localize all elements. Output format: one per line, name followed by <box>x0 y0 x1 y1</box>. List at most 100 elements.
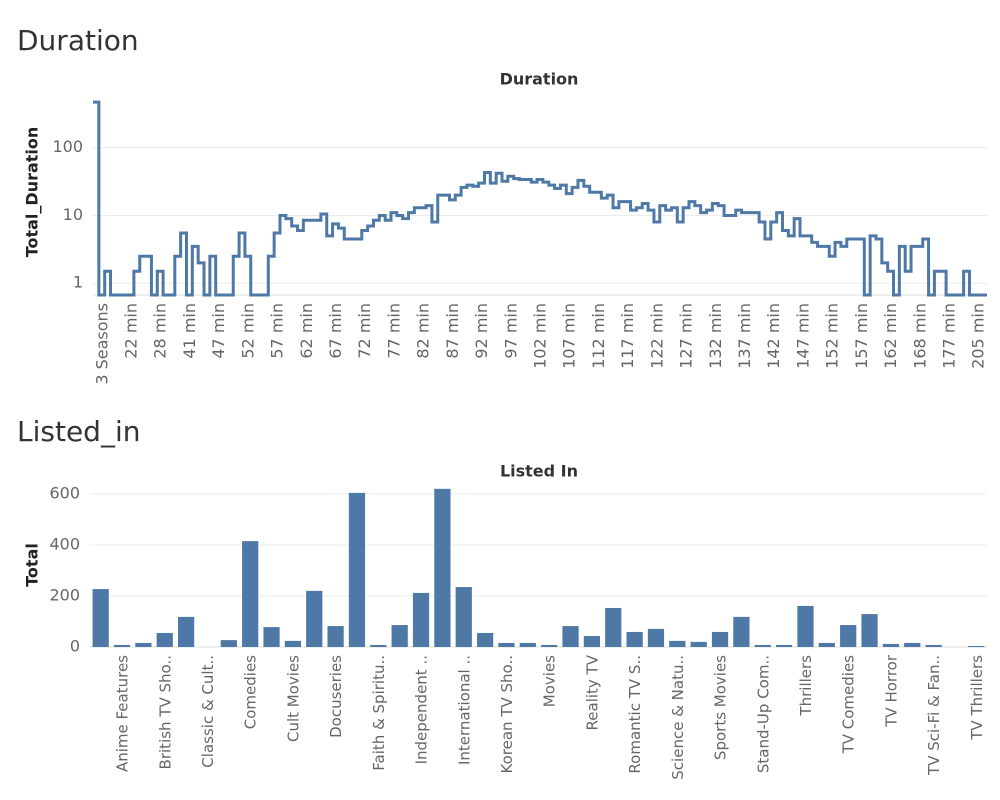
bar <box>113 644 131 647</box>
x-tick-label: 168 min <box>910 303 929 369</box>
x-tick-label: Reality TV <box>583 654 601 730</box>
x-tick-label: 177 min <box>940 303 959 369</box>
x-tick-label: Comedies <box>242 655 260 729</box>
x-tick-label: 112 min <box>589 303 608 369</box>
y-tick-label: 600 <box>49 483 80 502</box>
y-tick-label: 1 <box>73 273 83 292</box>
x-tick-label: 142 min <box>764 303 783 369</box>
bar <box>775 644 793 647</box>
x-tick-label: Faith & Spiritu.. <box>370 655 388 771</box>
bar <box>220 640 237 647</box>
bar <box>647 628 665 647</box>
bar <box>669 640 686 647</box>
x-tick-label: 137 min <box>735 303 754 369</box>
chart-title: Listed In <box>500 462 578 481</box>
y-tick-label: 400 <box>49 534 80 553</box>
bar <box>733 616 750 647</box>
x-tick-label: TV Sci-Fi & Fan.. <box>925 655 943 776</box>
x-tick-label: 122 min <box>647 303 666 369</box>
x-tick-label: 52 min <box>238 303 257 359</box>
chart-title: Duration <box>500 70 579 89</box>
x-tick-label: British TV Sho.. <box>156 655 174 769</box>
x-tick-label: 117 min <box>618 303 637 369</box>
x-tick-label: TV Comedies <box>840 655 858 755</box>
x-tick-label: Romantic TV S.. <box>626 655 644 774</box>
x-tick-label: 77 min <box>384 303 403 359</box>
x-tick-label: 205 min <box>969 303 988 369</box>
bar <box>370 644 387 647</box>
bar <box>476 632 494 647</box>
step-line <box>93 100 987 297</box>
bar <box>968 645 985 647</box>
x-tick-label: 102 min <box>531 303 550 369</box>
bar <box>583 636 601 647</box>
bar <box>242 541 259 647</box>
bar <box>626 631 643 647</box>
bar <box>797 605 814 647</box>
bar <box>498 642 515 647</box>
bar <box>263 627 280 647</box>
x-tick-label: TV Horror <box>882 654 900 728</box>
bar <box>284 640 302 647</box>
bar <box>177 616 195 647</box>
x-tick-label: Docuseries <box>327 655 345 738</box>
x-tick-label: 127 min <box>677 303 696 369</box>
bar <box>882 643 900 647</box>
bar <box>840 625 857 647</box>
x-tick-label: 147 min <box>793 303 812 369</box>
x-tick-label: 72 min <box>355 303 374 359</box>
x-tick-label: 62 min <box>297 303 316 359</box>
bar <box>605 607 622 647</box>
x-tick-label: 107 min <box>560 303 579 369</box>
bar <box>690 641 707 647</box>
x-tick-label: Classic & Cult.. <box>199 655 217 768</box>
x-tick-label: 67 min <box>326 303 345 359</box>
bar <box>135 642 152 647</box>
x-tick-label: 22 min <box>121 303 140 359</box>
section-heading: Duration <box>17 24 139 57</box>
x-tick-label: Sports Movies <box>712 655 730 760</box>
bar <box>754 644 771 647</box>
x-tick-label: TV Thrillers <box>968 655 986 741</box>
bar <box>541 644 558 647</box>
bar <box>327 626 344 647</box>
bar <box>519 642 536 647</box>
bar <box>434 488 451 647</box>
bar <box>306 590 323 647</box>
x-tick-label: 132 min <box>706 303 725 369</box>
x-tick-label: 3 Seasons <box>92 303 111 385</box>
bar <box>92 589 109 647</box>
x-tick-label: 47 min <box>209 303 228 359</box>
x-tick-label: 92 min <box>472 303 491 359</box>
x-tick-label: Movies <box>541 655 559 707</box>
x-tick-label: Science & Natu.. <box>669 655 687 780</box>
bar <box>391 625 408 647</box>
x-tick-label: Anime Features <box>114 655 132 772</box>
bar <box>711 631 729 647</box>
bar <box>412 592 430 647</box>
bar <box>348 492 366 647</box>
y-tick-label: 10 <box>63 205 83 224</box>
y-tick-label: 0 <box>70 637 80 656</box>
x-tick-label: 162 min <box>881 303 900 369</box>
y-axis-title: Total <box>23 543 42 587</box>
bar <box>156 632 173 647</box>
x-tick-label: 87 min <box>443 303 462 359</box>
y-tick-label: 200 <box>49 585 80 604</box>
x-tick-label: 82 min <box>414 303 433 359</box>
x-tick-label: 152 min <box>823 303 842 369</box>
bar <box>455 587 472 647</box>
x-tick-label: 97 min <box>501 303 520 359</box>
section-heading: Listed_in <box>17 415 140 448</box>
bar <box>904 642 921 647</box>
y-tick-label: 100 <box>52 137 83 156</box>
x-tick-label: 41 min <box>180 303 199 359</box>
bar <box>925 644 942 647</box>
x-tick-label: 28 min <box>151 303 170 359</box>
bar <box>818 642 835 647</box>
x-tick-label: Korean TV Sho.. <box>498 655 516 773</box>
bar <box>562 626 579 647</box>
x-tick-label: International .. <box>455 655 473 765</box>
x-tick-label: 57 min <box>268 303 287 359</box>
